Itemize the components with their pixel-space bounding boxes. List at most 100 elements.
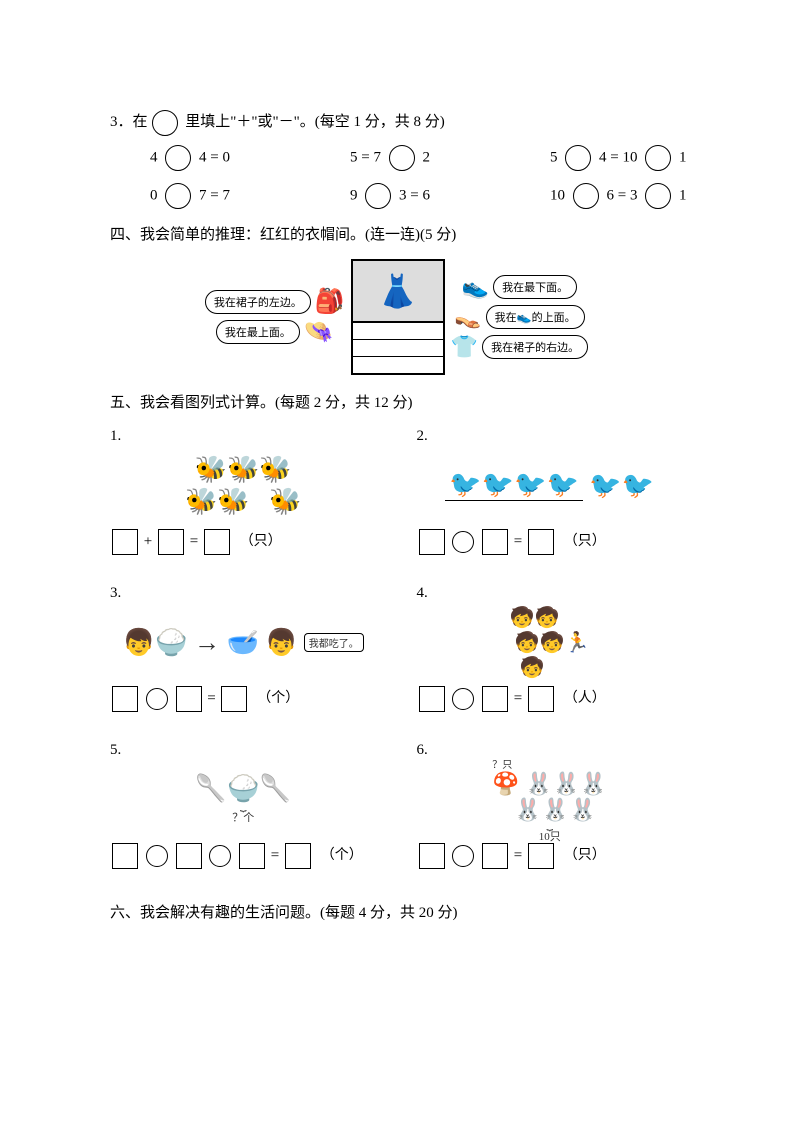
answer-box[interactable] xyxy=(239,843,265,869)
eq: = （个） xyxy=(110,843,377,869)
op-circle[interactable] xyxy=(452,688,474,710)
eq2: 5 = 7 2 xyxy=(350,145,490,171)
unit: （只） xyxy=(240,534,282,549)
s5-q4: 4. 🧒🧒 🧒🧒🏃 🧒 = （人） xyxy=(417,585,684,712)
blank-circle[interactable] xyxy=(165,183,191,209)
t: 我在 xyxy=(495,312,517,324)
unit: （个） xyxy=(257,691,299,706)
q3-t2: 里填上"＋"或"－"。(每空 1 分，共 8 分) xyxy=(182,114,445,130)
s5-q5: 5. 🥄🍚🥄 ⏟ ？个 = （个） xyxy=(110,742,377,869)
shirt-icon: 👕 xyxy=(451,336,478,358)
answer-box[interactable] xyxy=(204,529,230,555)
s4-title: 四、我会简单的推理：红红的衣帽间。(连一连)(5 分) xyxy=(110,221,683,250)
q3-t1: 3．在 xyxy=(110,114,148,130)
answer-box[interactable] xyxy=(176,843,202,869)
answer-box[interactable] xyxy=(419,529,445,555)
eq: = （个） xyxy=(110,686,377,712)
sandals-icon: 👡 xyxy=(454,306,481,328)
s4-diagram: 我在裙子的左边。 🎒 我在最上面。 👒 👗 👟 我在最下面。 👡 我在👟的上面。… xyxy=(110,259,683,375)
unit: （只） xyxy=(564,534,606,549)
blank-circle[interactable] xyxy=(573,183,599,209)
q3-row1: 4 4 = 0 5 = 7 2 5 4 = 10 1 xyxy=(150,145,683,171)
s6-title: 六、我会解决有趣的生活问题。(每题 4 分，共 20 分) xyxy=(110,899,683,928)
op-circle[interactable] xyxy=(452,531,474,553)
s5-q2: 2. 🐦🐦🐦🐦 🐦🐦 = （只） xyxy=(417,428,684,555)
blank-circle[interactable] xyxy=(645,145,671,171)
bowl-pic: 🥄🍚🥄 ⏟ ？个 xyxy=(110,765,377,835)
shoes-icon: 👟 xyxy=(462,276,489,298)
backpack-icon: 🎒 xyxy=(315,290,345,314)
blank-circle[interactable] xyxy=(389,145,415,171)
n: 3 = 6 xyxy=(399,187,430,203)
answer-box[interactable] xyxy=(482,686,508,712)
blank-circle[interactable] xyxy=(645,183,671,209)
answer-box[interactable] xyxy=(482,843,508,869)
blank-circle[interactable] xyxy=(365,183,391,209)
left-col: 我在裙子的左边。 🎒 我在最上面。 👒 xyxy=(205,290,345,344)
answer-box[interactable] xyxy=(112,529,138,555)
children-pic: 🧒🧒 🧒🧒🏃 🧒 xyxy=(417,608,684,678)
eq-sign: = xyxy=(207,690,215,706)
eq3: 5 4 = 10 1 xyxy=(550,145,690,171)
answer-box[interactable] xyxy=(176,686,202,712)
blank-circle[interactable] xyxy=(565,145,591,171)
qnum: 5. xyxy=(110,742,377,759)
eq-sign: = xyxy=(514,847,522,863)
answer-box[interactable] xyxy=(112,843,138,869)
speech: 我都吃了。 xyxy=(304,633,364,652)
t: 的上面。 xyxy=(532,312,576,324)
n: 5 xyxy=(550,149,558,165)
qnum: 2. xyxy=(417,428,684,445)
eq1: 4 4 = 0 xyxy=(150,145,290,171)
n: 2 xyxy=(422,149,430,165)
eq-sign: = xyxy=(271,847,279,863)
label: ？个 xyxy=(232,809,254,825)
op-circle[interactable] xyxy=(146,688,168,710)
answer-box[interactable] xyxy=(419,843,445,869)
s5-grid: 1. 🐝🐝🐝 🐝🐝 🐝 + = （只） 2. 🐦🐦🐦🐦 🐦🐦 xyxy=(110,428,683,869)
bubble-left-2: 我在最上面。 xyxy=(216,320,300,344)
n: 0 xyxy=(150,187,158,203)
s5-q6: 6. ？只 🍄 🐰🐰🐰 🐰🐰🐰 ⏟ 10只 = （只） xyxy=(417,742,684,869)
blank-circle[interactable] xyxy=(165,145,191,171)
qnum: 4. xyxy=(417,585,684,602)
mushroom-rabbits-pic: ？只 🍄 🐰🐰🐰 🐰🐰🐰 ⏟ 10只 xyxy=(417,765,684,835)
s5-q3: 3. 👦🍚 → 🥣 👦 我都吃了。 = （个） xyxy=(110,585,377,712)
n: 4 xyxy=(150,149,158,165)
op-circle[interactable] xyxy=(452,845,474,867)
bees-pic: 🐝🐝🐝 🐝🐝 🐝 xyxy=(110,451,377,521)
eq4: 0 7 = 7 xyxy=(150,183,290,209)
s5-q1: 1. 🐝🐝🐝 🐝🐝 🐝 + = （只） xyxy=(110,428,377,555)
n: 5 = 7 xyxy=(350,149,381,165)
qnum: 3. xyxy=(110,585,377,602)
eq-sign: = xyxy=(514,533,522,549)
bubble-right-3: 我在裙子的右边。 xyxy=(482,335,588,359)
qnum: 1. xyxy=(110,428,377,445)
n: 4 = 10 xyxy=(599,149,637,165)
n: 1 xyxy=(679,149,687,165)
unit: （只） xyxy=(564,848,606,863)
op-circle[interactable] xyxy=(146,845,168,867)
answer-box[interactable] xyxy=(528,686,554,712)
swallows-pic: 🐦🐦🐦🐦 🐦🐦 xyxy=(417,451,684,521)
answer-box[interactable] xyxy=(482,529,508,555)
op-circle[interactable] xyxy=(209,845,231,867)
answer-box[interactable] xyxy=(528,843,554,869)
eq6: 10 6 = 3 1 xyxy=(550,183,690,209)
answer-box[interactable] xyxy=(419,686,445,712)
hat-icon: 👒 xyxy=(304,320,334,344)
answer-box[interactable] xyxy=(528,529,554,555)
answer-box[interactable] xyxy=(285,843,311,869)
eq: = （人） xyxy=(417,686,684,712)
right-col: 👟 我在最下面。 👡 我在👟的上面。 👕 我在裙子的右边。 xyxy=(451,275,588,359)
bubble-right-2: 我在👟的上面。 xyxy=(486,305,585,329)
plus: + xyxy=(144,533,152,549)
bubble-right-1: 我在最下面。 xyxy=(493,275,577,299)
answer-box[interactable] xyxy=(112,686,138,712)
n: 4 = 0 xyxy=(199,149,230,165)
answer-box[interactable] xyxy=(158,529,184,555)
n: 9 xyxy=(350,187,358,203)
eating-pic: 👦🍚 → 🥣 👦 我都吃了。 xyxy=(110,608,377,678)
answer-box[interactable] xyxy=(221,686,247,712)
unit: （个） xyxy=(321,848,363,863)
